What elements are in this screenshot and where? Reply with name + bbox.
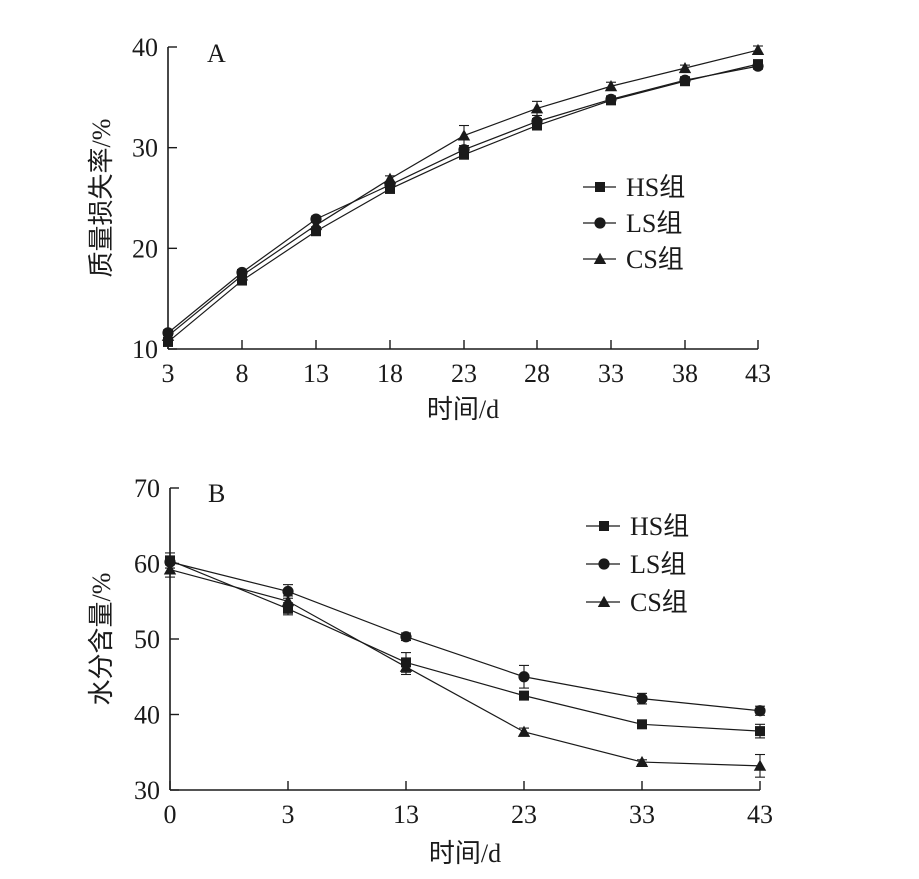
- data-point: [604, 80, 618, 92]
- legend-label: LS组: [626, 209, 682, 238]
- series-triangle: [161, 43, 765, 341]
- data-point: [753, 759, 767, 771]
- y-tick-label: 50: [134, 625, 160, 654]
- x-tick-label: 13: [303, 359, 329, 388]
- chart-panel-b: 30 40 50 60 70 0 3 13 23 33 43 B 时间/d 水分含量/% HS组 LS组 CS组: [87, 474, 773, 868]
- x-tick-label: 3: [162, 359, 175, 388]
- data-point: [399, 660, 413, 672]
- data-point: [517, 725, 531, 737]
- x-tick-label: 23: [511, 800, 537, 829]
- legend-marker-square: [595, 182, 605, 192]
- data-point: [755, 726, 765, 737]
- x-tick-label: 13: [393, 800, 419, 829]
- x-tick-label: 33: [598, 359, 624, 388]
- panel-label: B: [208, 479, 225, 508]
- y-tick-label: 40: [132, 33, 158, 62]
- data-point: [679, 74, 691, 86]
- y-tick-label: 30: [134, 776, 160, 805]
- series-triangle: [163, 561, 767, 778]
- data-point: [752, 60, 764, 72]
- x-tick-label: 18: [377, 359, 403, 388]
- legend-marker-circle: [598, 558, 610, 570]
- x-tick-label: 33: [629, 800, 655, 829]
- legend-label: HS组: [630, 512, 689, 541]
- series-square: [165, 552, 765, 739]
- y-tick-label: 30: [132, 134, 158, 163]
- data-point: [751, 43, 765, 55]
- data-point: [237, 275, 247, 286]
- series-line: [169, 559, 761, 732]
- data-point: [754, 705, 766, 717]
- y-axis-title: 水分含量/%: [87, 573, 116, 706]
- x-tick-label: 8: [236, 359, 249, 388]
- y-tick-label: 10: [132, 335, 158, 364]
- legend-marker-triangle: [593, 252, 607, 264]
- data-point: [163, 336, 173, 347]
- series-line: [169, 561, 761, 712]
- data-point: [283, 603, 293, 614]
- y-tick-label: 70: [134, 474, 160, 503]
- data-point: [235, 269, 249, 281]
- series-square: [163, 59, 763, 347]
- x-tick-label: 23: [451, 359, 477, 388]
- x-tick-label: 43: [747, 800, 773, 829]
- data-point: [281, 595, 295, 607]
- data-point: [678, 61, 692, 74]
- data-point: [605, 93, 617, 105]
- data-point: [636, 693, 648, 705]
- legend-label: CS组: [626, 245, 684, 274]
- data-point: [458, 144, 470, 156]
- x-tick-label: 43: [745, 359, 771, 388]
- legend-label: CS组: [630, 588, 688, 617]
- data-point: [531, 115, 543, 128]
- x-tick-label: 38: [672, 359, 698, 388]
- data-point: [383, 172, 397, 184]
- data-point: [518, 671, 530, 683]
- data-point: [530, 102, 544, 114]
- x-axis-title: 时间/d: [429, 839, 501, 868]
- series-line: [167, 63, 759, 343]
- legend-marker-triangle: [597, 595, 611, 607]
- y-tick-label: 20: [132, 234, 158, 263]
- legend-label: LS组: [630, 550, 686, 579]
- legend: HS组 LS组 CS组: [586, 512, 689, 617]
- x-tick-label: 0: [164, 800, 177, 829]
- legend: HS组 LS组 CS组: [583, 173, 685, 274]
- legend-marker-circle: [594, 217, 606, 229]
- legend-label: HS组: [626, 173, 685, 202]
- data-point: [163, 563, 177, 575]
- data-point: [400, 631, 412, 643]
- y-tick-label: 60: [134, 550, 160, 579]
- x-axis-title: 时间/d: [427, 395, 499, 424]
- data-point: [635, 755, 649, 768]
- series-circle: [164, 555, 766, 717]
- x-tick-label: 28: [524, 359, 550, 388]
- data-point: [637, 719, 647, 730]
- data-point: [161, 329, 175, 341]
- data-point: [282, 585, 294, 598]
- y-tick-label: 40: [134, 701, 160, 730]
- data-point: [311, 226, 321, 237]
- data-point: [457, 129, 471, 141]
- y-axis-title: 质量损失率/%: [87, 119, 116, 278]
- panel-label: A: [207, 39, 226, 68]
- legend-marker-square: [599, 521, 609, 531]
- series-line: [169, 568, 761, 767]
- x-tick-label: 3: [282, 800, 295, 829]
- data-point: [309, 218, 323, 231]
- data-point: [519, 690, 529, 701]
